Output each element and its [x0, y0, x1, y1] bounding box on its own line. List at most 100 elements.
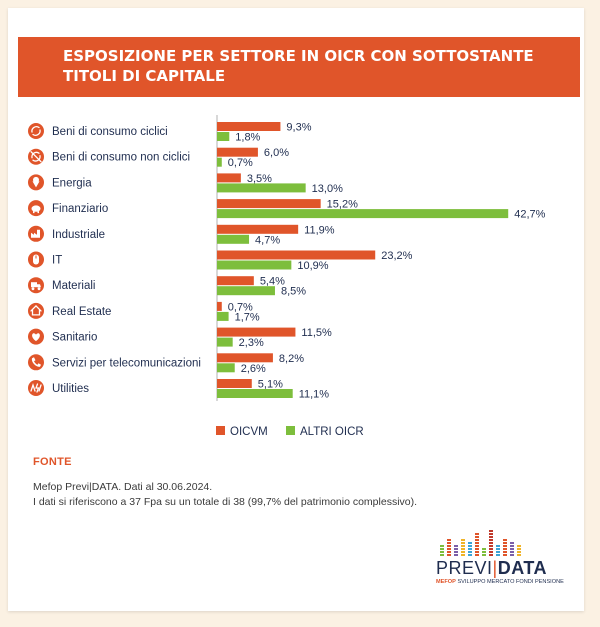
bar-oicvm — [217, 199, 321, 209]
logo-bar-segment — [454, 548, 458, 550]
logo-bar-segment — [475, 533, 479, 535]
logo-bar-segment — [475, 539, 479, 541]
logo-bar-segment — [517, 551, 521, 553]
category-label: Beni di consumo ciclici — [52, 126, 168, 138]
logo-bar-segment — [503, 542, 507, 544]
value-label-oicvm: 3,5% — [247, 173, 272, 185]
recycle-icon — [28, 123, 44, 139]
card — [8, 8, 584, 611]
value-label-altri-oicr: 1,7% — [235, 311, 260, 323]
logo-bar-segment — [489, 545, 493, 547]
category-row: Beni di consumo non ciclici 6,0% 0,7% — [28, 147, 289, 169]
ice-cream-icon — [28, 174, 44, 191]
bar-oicvm — [217, 276, 254, 286]
icon-bg — [28, 225, 44, 242]
value-label-oicvm: 5,1% — [258, 379, 283, 391]
bar-altri-oicr — [217, 389, 293, 398]
value-label-oicvm: 6,0% — [264, 147, 289, 159]
logo-bar-segment — [489, 551, 493, 553]
bar-altri-oicr — [217, 132, 230, 141]
logo-bar-segment — [475, 554, 479, 556]
logo-bar-segment — [440, 548, 444, 550]
value-label-oicvm: 23,2% — [381, 250, 412, 262]
category-label: Materiali — [52, 280, 95, 292]
logo-bar-segment — [468, 545, 472, 547]
factory-icon — [28, 225, 44, 242]
phone-icon — [28, 354, 44, 371]
logo-bar-segment — [496, 548, 500, 550]
category-row: Energia 3,5% 13,0% — [28, 173, 343, 195]
value-label-oicvm: 15,2% — [327, 199, 358, 211]
logo-wordmark: PREVI|DATA — [436, 558, 548, 578]
logo-bar-segment — [468, 551, 472, 553]
heart-icon — [28, 328, 44, 345]
value-label-altri-oicr: 8,5% — [281, 286, 306, 298]
value-label-altri-oicr: 10,9% — [297, 260, 328, 272]
logo-bar-segment — [510, 548, 514, 550]
value-label-altri-oicr: 42,7% — [514, 209, 545, 221]
source-line1: Mefop Previ|DATA. Dati al 30.06.2024. — [33, 481, 213, 493]
logo-bar-segment — [517, 545, 521, 547]
logo-bar-segment — [482, 548, 486, 550]
logo-bar-segment — [461, 545, 465, 547]
logo-bar-segment — [454, 545, 458, 547]
logo-bar-segment — [510, 551, 514, 553]
bar-oicvm — [217, 353, 273, 363]
previdata-logo: PREVI|DATA MEFOP SVILUPPO MERCATO FONDI … — [436, 528, 564, 588]
logo-bar-segment — [475, 536, 479, 538]
logo-bar-segment — [496, 551, 500, 553]
bar-oicvm — [217, 122, 281, 131]
bar-oicvm — [217, 250, 376, 260]
logo-bar-segment — [496, 545, 500, 547]
logo-bar-segment — [454, 554, 458, 556]
logo-sub-text: SVILUPPO MERCATO FONDI PENSIONE — [457, 579, 564, 585]
logo-bar-segment — [461, 548, 465, 550]
logo-bar-segment — [482, 554, 486, 556]
category-row: Finanziario 15,2% 42,7% — [28, 199, 546, 221]
value-label-oicvm: 0,7% — [228, 301, 253, 313]
category-label: IT — [52, 255, 62, 267]
bar-altri-oicr — [217, 183, 306, 193]
logo-bar-segment — [440, 545, 444, 547]
category-row: Industriale 11,9% 4,7% — [28, 224, 335, 246]
value-label-altri-oicr: 2,3% — [239, 337, 264, 349]
bar-altri-oicr — [217, 311, 229, 321]
logo-bar-segment — [503, 554, 507, 556]
source-line2: I dati si riferiscono a 37 Fpa su un tot… — [33, 496, 418, 508]
chart-title: ESPOSIZIONE PER SETTORE IN OICR CON SOTT… — [18, 37, 580, 97]
logo-data: DATA — [497, 558, 548, 578]
logo-bar-segment — [475, 551, 479, 553]
value-label-altri-oicr: 13,0% — [312, 183, 343, 195]
bar-altri-oicr — [217, 260, 292, 270]
truck-icon — [28, 277, 44, 294]
logo-sub-brand: MEFOP — [436, 579, 456, 585]
category-row: Sanitario 11,5% 2,3% — [28, 327, 332, 349]
source-heading: FONTE — [33, 456, 72, 468]
bar-oicvm — [217, 379, 252, 388]
logo-bar-segment — [510, 542, 514, 544]
bar-altri-oicr — [217, 157, 222, 167]
logo-bar-segment — [489, 536, 493, 538]
logo-bar-segment — [489, 548, 493, 550]
energy-icon — [28, 380, 44, 396]
legend-swatch — [286, 426, 295, 435]
no-recycle-icon — [28, 148, 44, 165]
logo-bar-segment — [461, 542, 465, 544]
logo-bar-segment — [503, 545, 507, 547]
value-label-oicvm: 11,5% — [301, 327, 332, 339]
chart-title-line2: TITOLI DI CAPITALE — [63, 67, 226, 85]
category-row: Materiali 5,4%8,5% — [28, 276, 306, 298]
logo-bar-segment — [461, 539, 465, 541]
value-label-oicvm: 5,4% — [260, 276, 285, 288]
logo-bar-segment — [447, 539, 451, 541]
bar-altri-oicr — [217, 286, 275, 296]
icon-bg — [28, 354, 44, 371]
legend-swatch — [216, 426, 225, 435]
category-row: Servizi per telecomunicazioni 8,2% 2,6% — [28, 353, 304, 375]
legend-label: OICVM — [230, 426, 268, 438]
logo-bar-segment — [447, 551, 451, 553]
value-label-altri-oicr: 2,6% — [241, 363, 266, 375]
logo-bar-segment — [475, 548, 479, 550]
value-label-altri-oicr: 11,1% — [299, 389, 330, 401]
